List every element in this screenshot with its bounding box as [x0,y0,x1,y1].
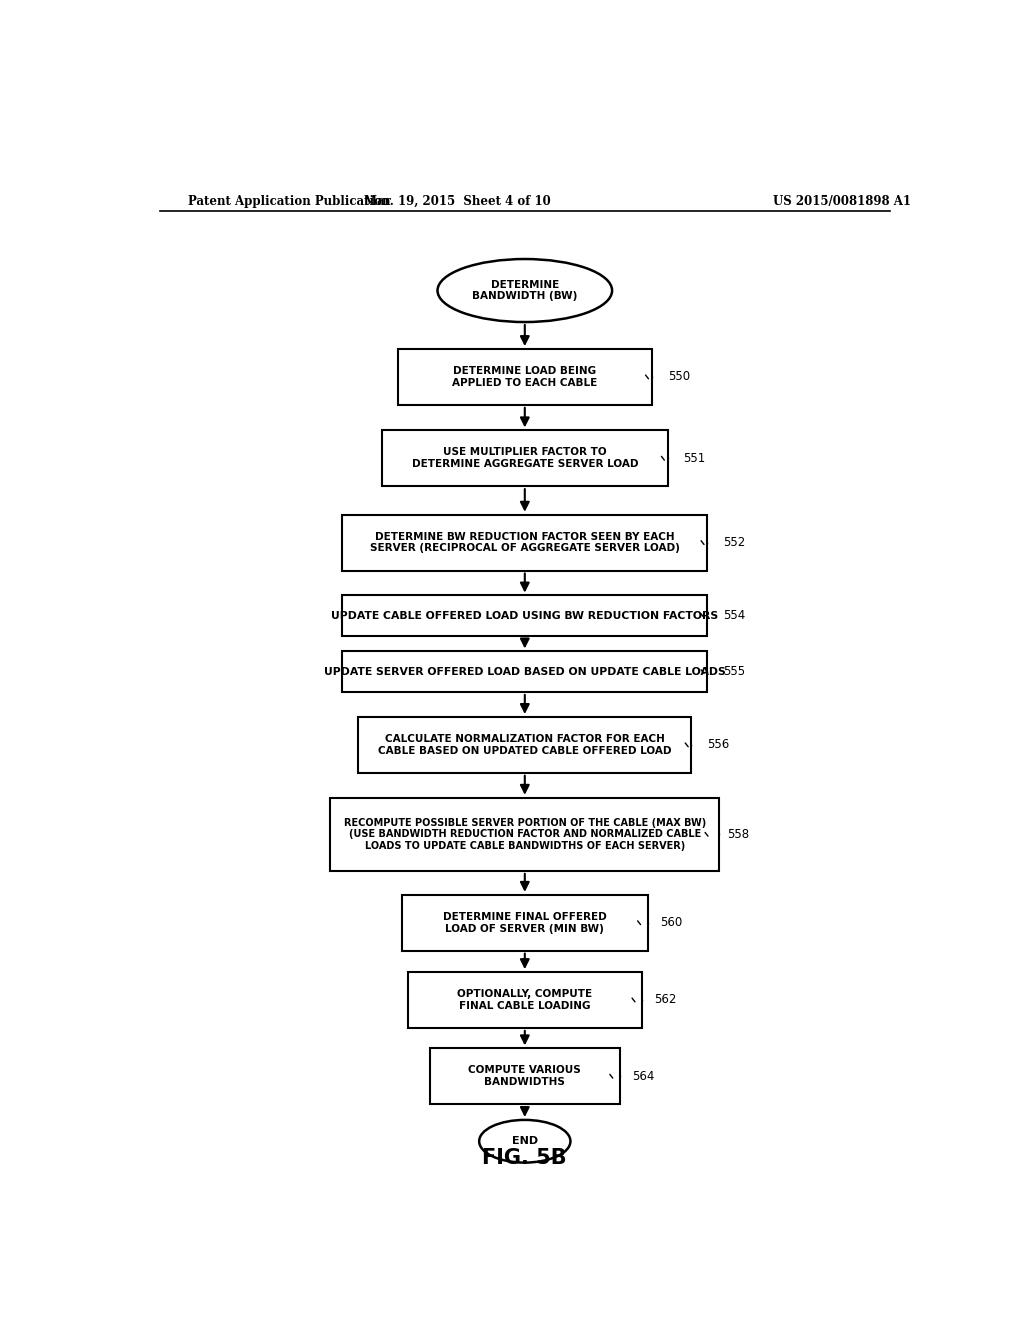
FancyBboxPatch shape [430,1048,620,1104]
Text: UPDATE SERVER OFFERED LOAD BASED ON UPDATE CABLE LOADS: UPDATE SERVER OFFERED LOAD BASED ON UPDA… [324,667,726,677]
Text: USE MULTIPLIER FACTOR TO
DETERMINE AGGREGATE SERVER LOAD: USE MULTIPLIER FACTOR TO DETERMINE AGGRE… [412,447,638,469]
Text: 564: 564 [632,1069,654,1082]
Text: US 2015/0081898 A1: US 2015/0081898 A1 [773,194,911,207]
Text: 556: 556 [708,738,729,751]
FancyBboxPatch shape [331,797,719,871]
Text: 554: 554 [723,610,745,622]
Ellipse shape [479,1119,570,1163]
Text: 551: 551 [684,451,706,465]
FancyBboxPatch shape [382,430,668,486]
Ellipse shape [437,259,612,322]
Text: END: END [512,1137,538,1146]
Text: 552: 552 [723,536,745,549]
Text: 558: 558 [727,828,750,841]
Text: CALCULATE NORMALIZATION FACTOR FOR EACH
CABLE BASED ON UPDATED CABLE OFFERED LOA: CALCULATE NORMALIZATION FACTOR FOR EACH … [378,734,672,755]
Text: 555: 555 [723,665,745,678]
Text: Mar. 19, 2015  Sheet 4 of 10: Mar. 19, 2015 Sheet 4 of 10 [364,194,551,207]
Text: Patent Application Publication: Patent Application Publication [187,194,390,207]
Text: RECOMPUTE POSSIBLE SERVER PORTION OF THE CABLE (MAX BW)
(USE BANDWIDTH REDUCTION: RECOMPUTE POSSIBLE SERVER PORTION OF THE… [344,817,706,851]
FancyBboxPatch shape [342,595,708,636]
Text: DETERMINE
BANDWIDTH (BW): DETERMINE BANDWIDTH (BW) [472,280,578,301]
Text: OPTIONALLY, COMPUTE
FINAL CABLE LOADING: OPTIONALLY, COMPUTE FINAL CABLE LOADING [458,989,592,1011]
Text: DETERMINE FINAL OFFERED
LOAD OF SERVER (MIN BW): DETERMINE FINAL OFFERED LOAD OF SERVER (… [443,912,606,933]
FancyBboxPatch shape [401,895,648,950]
FancyBboxPatch shape [358,717,691,772]
Text: UPDATE CABLE OFFERED LOAD USING BW REDUCTION FACTORS: UPDATE CABLE OFFERED LOAD USING BW REDUC… [331,611,719,620]
Text: 560: 560 [659,916,682,929]
FancyBboxPatch shape [342,651,708,692]
Text: DETERMINE BW REDUCTION FACTOR SEEN BY EACH
SERVER (RECIPROCAL OF AGGREGATE SERVE: DETERMINE BW REDUCTION FACTOR SEEN BY EA… [370,532,680,553]
Text: 562: 562 [654,994,677,1006]
FancyBboxPatch shape [408,972,642,1028]
Text: DETERMINE LOAD BEING
APPLIED TO EACH CABLE: DETERMINE LOAD BEING APPLIED TO EACH CAB… [453,366,597,388]
Text: COMPUTE VARIOUS
BANDWIDTHS: COMPUTE VARIOUS BANDWIDTHS [468,1065,582,1086]
Text: FIG. 5B: FIG. 5B [482,1147,567,1168]
FancyBboxPatch shape [342,515,708,570]
FancyBboxPatch shape [397,348,651,405]
Text: 550: 550 [668,371,690,383]
